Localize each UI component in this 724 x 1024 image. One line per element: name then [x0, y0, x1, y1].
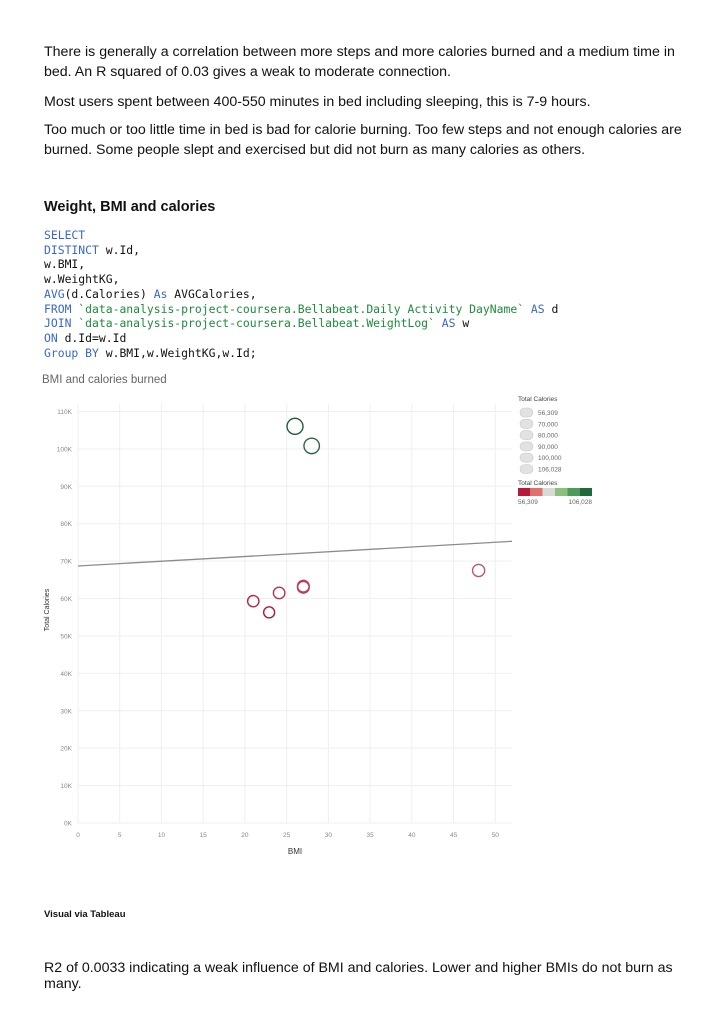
scatter-point [286, 417, 304, 436]
scatter-point [272, 586, 286, 600]
x-tick-label: 30 [325, 832, 333, 839]
y-axis-label: Total Calories [44, 588, 51, 631]
size-legend: Total Calories 56,309 70,000 80,000 90,000 1… [518, 396, 562, 474]
y-tick-label: 80K [60, 521, 72, 528]
size-legend-swatch [519, 441, 534, 452]
sql-code-block: SELECT DISTINCT w.Id, w.BMI, w.WeightKG,… [44, 228, 558, 360]
sql-text: w.BMI,w.WeightKG,w.Id; [98, 345, 257, 360]
sql-text: w.Id, [98, 242, 141, 257]
bmi-conclusion-paragraph: R2 of 0.0033 indicating a weak influence… [44, 960, 673, 992]
y-tick-label: 60K [60, 596, 72, 603]
x-tick-label: 25 [283, 832, 291, 839]
size-legend-label: 106,028 [538, 467, 562, 474]
size-legend-label: 80,000 [538, 433, 558, 440]
sql-text: d [544, 301, 559, 316]
scatter-point [303, 437, 321, 455]
color-legend-min-label: 56,309 [518, 499, 538, 506]
size-legend-label: 70,000 [538, 421, 558, 428]
sql-keyword: SELECT [44, 228, 86, 242]
scatter-point [471, 563, 486, 578]
calorie-burning-paragraph: Too much or too little time in bed is ba… [44, 122, 682, 158]
x-tick-label: 35 [366, 832, 374, 839]
color-legend-swatch [555, 488, 568, 496]
color-legend: Total Calories 56,309 106,028 [518, 480, 592, 506]
sql-text: w.BMI, [44, 257, 86, 272]
color-legend-swatch [579, 488, 592, 496]
x-axis-label: BMI [288, 847, 302, 856]
y-tick-label: 100K [57, 446, 73, 453]
sql-keyword: DISTINCT [44, 242, 99, 257]
color-legend-swatch [567, 488, 580, 496]
chart-grid [77, 404, 512, 824]
time-in-bed-paragraph: Most users spent between 400-550 minutes… [44, 94, 591, 110]
section-heading: Weight, BMI and calories [44, 199, 216, 215]
x-tick-label: 45 [450, 832, 458, 839]
y-tick-label: 50K [60, 633, 72, 640]
x-tick-label: 50 [492, 832, 500, 839]
size-legend-swatch [519, 452, 534, 463]
x-axis-ticks: 0 5 10 15 20 25 30 35 40 45 50 [76, 832, 499, 839]
visual-caption: Visual via Tableau [44, 909, 126, 920]
x-tick-label: 0 [76, 832, 80, 839]
size-legend-swatch [519, 407, 534, 418]
y-tick-label: 90K [60, 484, 72, 491]
sql-text: w [455, 316, 470, 331]
size-legend-label: 100,000 [538, 455, 562, 462]
size-legend-label: 90,000 [538, 444, 558, 451]
sql-keyword: ON [44, 330, 58, 345]
y-tick-label: 30K [60, 708, 72, 715]
x-tick-label: 40 [408, 832, 416, 839]
x-tick-label: 15 [200, 832, 208, 839]
sql-text: w.WeightKG, [44, 272, 120, 287]
scatter-point [246, 594, 260, 608]
color-legend-title: Total Calories [518, 480, 558, 487]
y-tick-label: 110K [57, 409, 72, 416]
color-legend-swatch [530, 488, 543, 496]
x-tick-label: 10 [158, 832, 166, 839]
chart-title: BMI and calories burned [42, 374, 167, 386]
sql-keyword: AVG [44, 286, 65, 301]
scatter-point [262, 606, 276, 619]
size-legend-title: Total Calories [518, 396, 558, 403]
sql-keyword: Group BY [44, 345, 99, 360]
size-legend-label: 56,309 [538, 410, 558, 417]
sql-keyword: AS [434, 316, 456, 331]
sql-text: (d.Calories) [64, 286, 154, 301]
size-legend-swatch [519, 418, 534, 429]
x-tick-label: 20 [241, 832, 249, 839]
sql-table-name: `data-analysis-project-coursera.Bellabea… [71, 301, 525, 316]
y-tick-label: 0K [64, 821, 73, 828]
y-tick-label: 70K [60, 559, 72, 566]
sql-table-name: `data-analysis-project-coursera.Bellabea… [71, 316, 435, 331]
y-tick-label: 20K [60, 746, 72, 753]
data-points [246, 417, 486, 619]
color-legend-swatch [518, 488, 531, 496]
color-legend-max-label: 106,028 [569, 499, 593, 506]
sql-text: AVGCalories, [167, 286, 257, 301]
trend-line [77, 540, 513, 567]
bmi-calories-scatter-chart: 0K 10K 20K 30K 40K 50K 60K 70K 80K 90K 100K 110K 0 5… [44, 396, 592, 856]
y-tick-label: 40K [60, 671, 72, 678]
sql-text: d.Id=w.Id [57, 330, 127, 345]
intro-paragraph: There is generally a correlation between… [44, 44, 675, 80]
y-axis-ticks: 0K 10K 20K 30K 40K 50K 60K 70K 80K 90K 100K 110K [57, 409, 73, 828]
x-tick-label: 5 [118, 832, 122, 839]
size-legend-swatch [519, 464, 534, 474]
sql-keyword: FROM [44, 301, 72, 316]
sql-keyword: As [153, 286, 168, 301]
y-tick-label: 10K [60, 783, 72, 790]
scatter-point [296, 579, 310, 593]
sql-keyword: AS [524, 301, 545, 316]
color-legend-swatch [542, 488, 555, 496]
sql-keyword: JOIN [44, 316, 72, 331]
size-legend-swatch [519, 430, 534, 440]
